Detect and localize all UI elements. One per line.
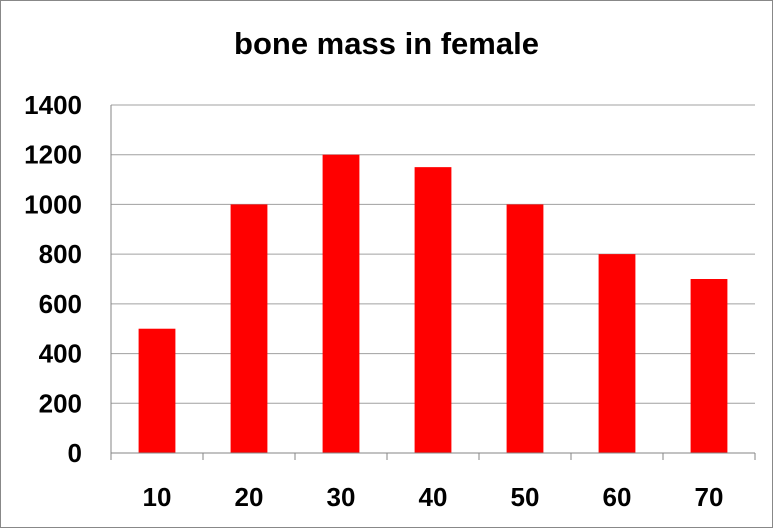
bar — [414, 167, 452, 453]
y-tick-label: 1000 — [24, 189, 82, 219]
bar — [322, 154, 360, 453]
y-tick-label: 1200 — [24, 140, 82, 170]
y-tick-label: 400 — [39, 339, 82, 369]
x-tick-label: 30 — [327, 482, 356, 512]
bar — [138, 328, 176, 453]
chart-title: bone mass in female — [234, 26, 539, 61]
y-tick-label: 800 — [39, 239, 82, 269]
y-tick-label: 200 — [39, 388, 82, 418]
y-tick-label: 0 — [68, 438, 82, 468]
x-tick-label: 20 — [235, 482, 264, 512]
axes — [110, 105, 756, 460]
bar — [690, 279, 728, 453]
x-tick-label: 60 — [603, 482, 632, 512]
y-tick-labels: 0 200 400 600 800 1000 1200 1400 — [24, 90, 82, 468]
bar — [230, 204, 268, 453]
y-tick-label: 1400 — [24, 90, 82, 120]
bar — [506, 204, 544, 453]
y-tick-label: 600 — [39, 289, 82, 319]
x-tick-label: 10 — [143, 482, 172, 512]
x-tick-labels: 10 20 30 40 50 60 70 — [143, 482, 724, 512]
bar — [598, 254, 636, 453]
x-tick-label: 50 — [511, 482, 540, 512]
x-tick-label: 40 — [419, 482, 448, 512]
bars — [138, 154, 728, 453]
x-tick-label: 70 — [695, 482, 724, 512]
